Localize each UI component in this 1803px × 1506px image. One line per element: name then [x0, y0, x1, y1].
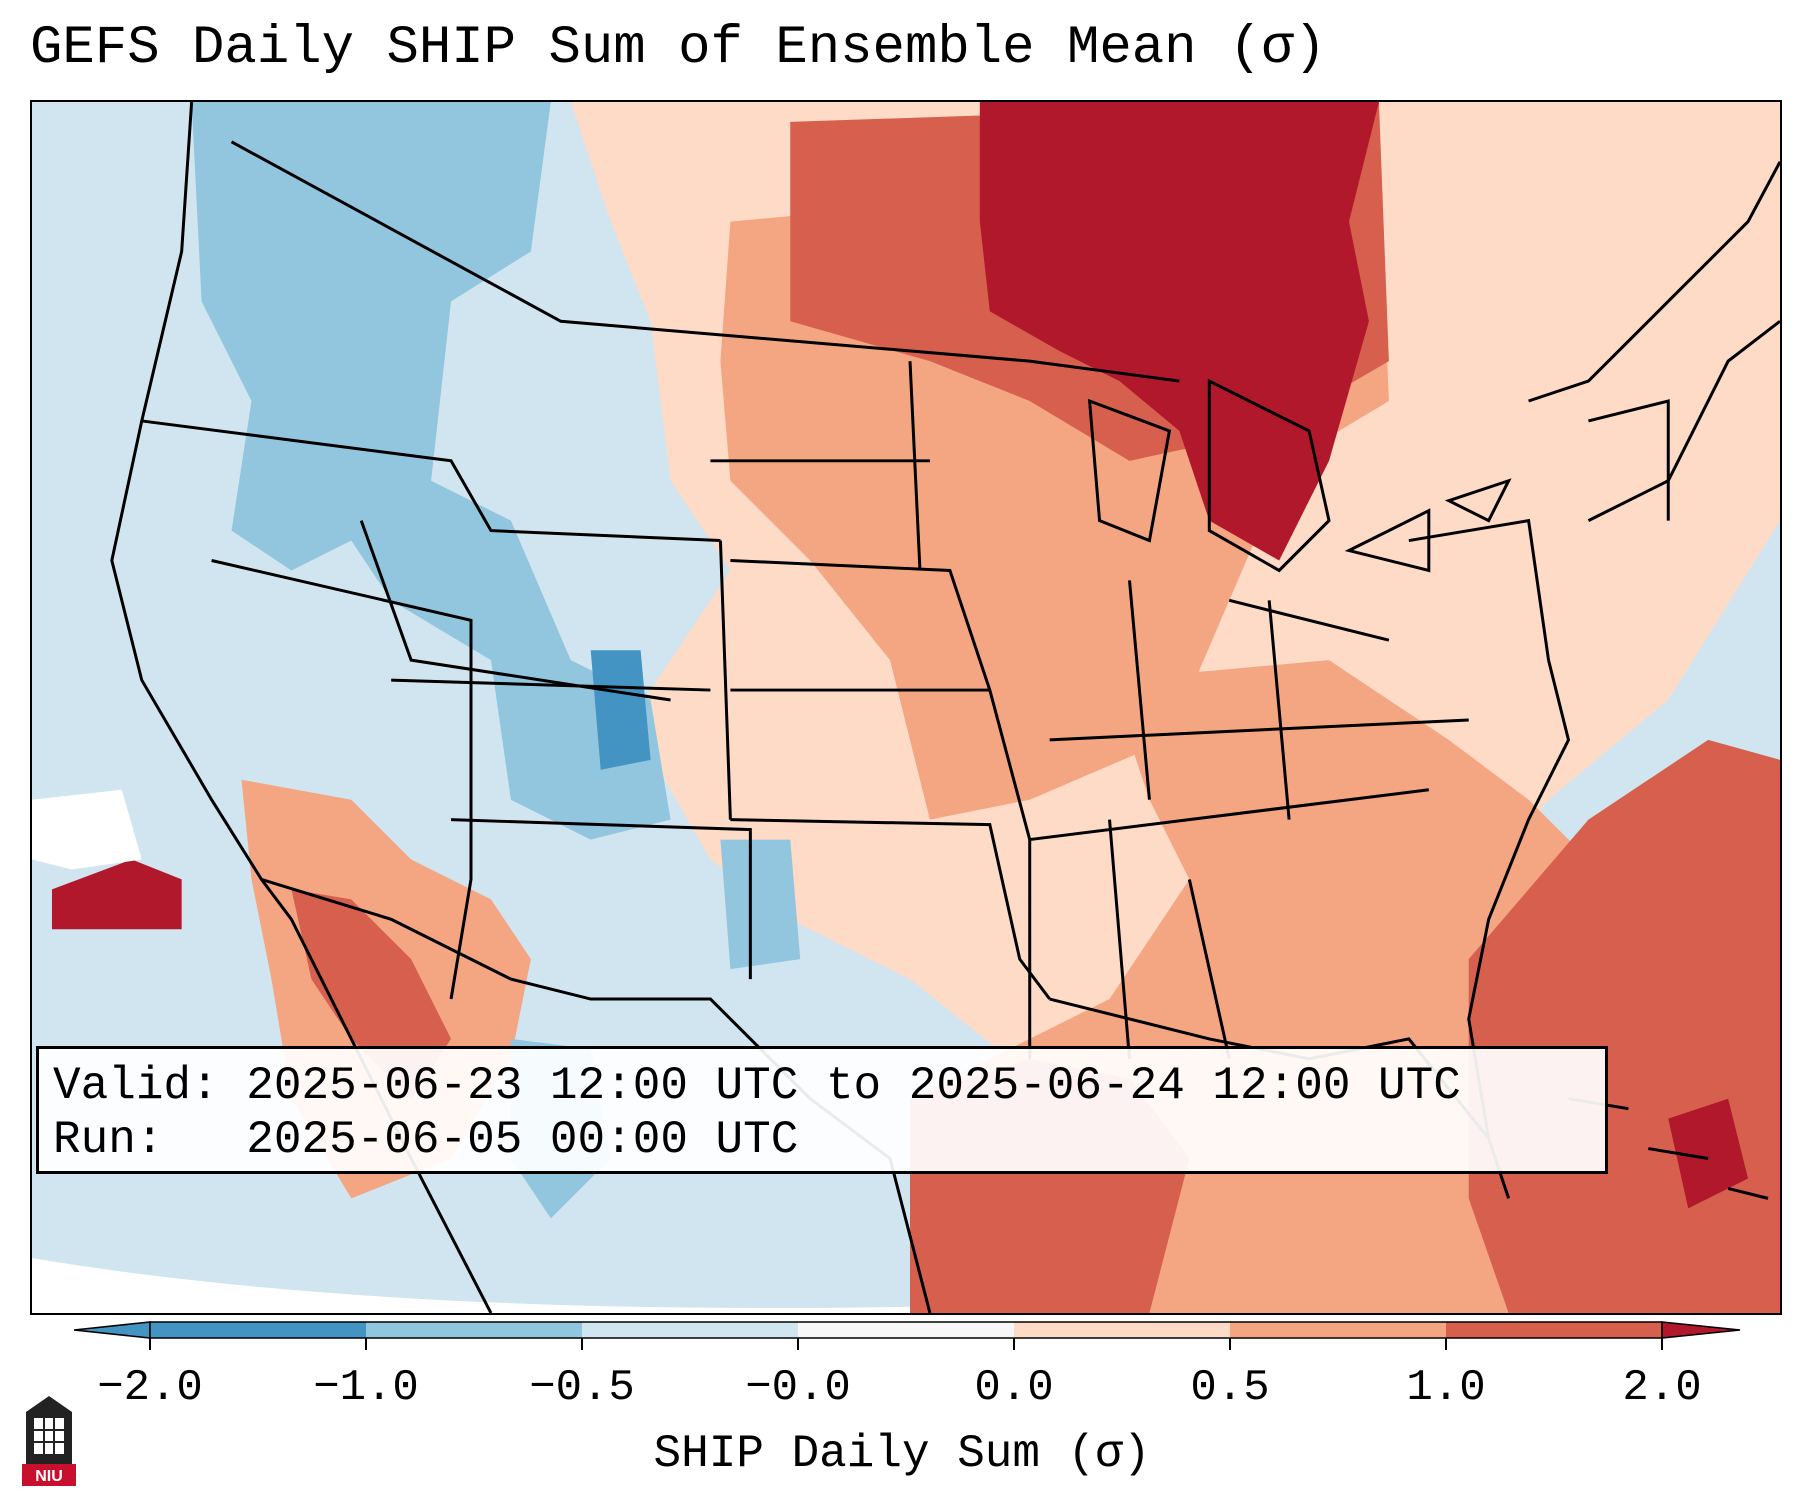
colorbar-axis-label: SHIP Daily Sum (σ): [653, 1428, 1151, 1480]
colorbar-max-arrow: [1661, 1321, 1741, 1339]
chart-title: GEFS Daily SHIP Sum of Ensemble Mean (σ): [30, 18, 1327, 79]
colorbar-min-arrow: [73, 1321, 151, 1339]
colorbar: [73, 1321, 1741, 1350]
colorbar-segment-4: [798, 1322, 1014, 1338]
anomaly-rockies-blue: [191, 102, 671, 840]
run-value: 2025-06-05 00:00 UTC: [246, 1114, 799, 1166]
run-label: Run:: [53, 1114, 164, 1166]
colorbar-ticks: [149, 1338, 1663, 1350]
anomaly-colorado-deep: [590, 650, 651, 770]
anomaly-pacific-dark: [51, 859, 182, 930]
colorbar-tick-label: 1.0: [1406, 1363, 1486, 1413]
colorbar-segment-1: [150, 1322, 366, 1338]
anomaly-bahamas-dark: [1668, 1098, 1749, 1209]
svg-text:NIU: NIU: [35, 1468, 63, 1485]
colorbar-tick-label: 0.5: [1190, 1363, 1270, 1413]
valid-run-info-box: Valid: 2025-06-23 12:00 UTC to 2025-06-2…: [36, 1046, 1608, 1174]
colorbar-segment-5: [1014, 1322, 1230, 1338]
colorbar-segment-3: [582, 1322, 798, 1338]
colorbar-tick-label: −2.0: [97, 1363, 203, 1413]
colorbar-segment-7: [1446, 1322, 1662, 1338]
colorbar-segment-6: [1230, 1322, 1446, 1338]
anomaly-great-lakes-dark: [979, 102, 1379, 561]
anomaly-texas-blue: [720, 839, 801, 970]
colorbar-tick-label: −0.5: [529, 1363, 635, 1413]
anomaly-pacific-white: [32, 789, 142, 870]
colorbar-tick-label: −1.0: [313, 1363, 419, 1413]
colorbar-tick-label: 2.0: [1622, 1363, 1702, 1413]
valid-value: 2025-06-23 12:00 UTC to 2025-06-24 12:00…: [246, 1060, 1461, 1112]
valid-label: Valid:: [53, 1060, 219, 1112]
colorbar-tick-label: 0.0: [974, 1363, 1054, 1413]
colorbar-segment-2: [366, 1322, 582, 1338]
colorbar-tick-label: −0.0: [745, 1363, 851, 1413]
niu-logo-icon: NIU: [22, 1396, 76, 1486]
